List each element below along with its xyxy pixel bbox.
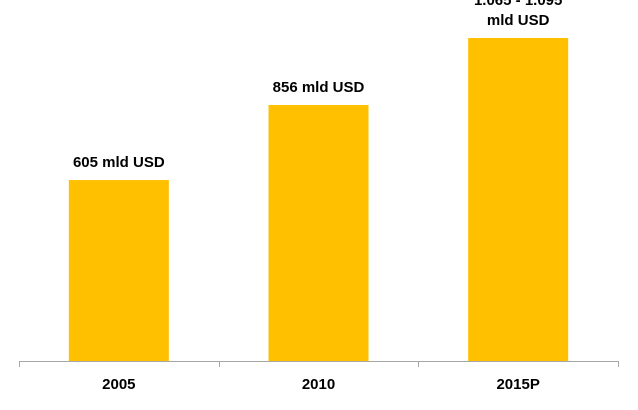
bar-2010 xyxy=(268,104,369,362)
x-axis: 2005 2010 2015P xyxy=(19,361,619,393)
bar-2005 xyxy=(68,180,169,361)
data-label-line: 856 mld USD xyxy=(273,79,365,96)
data-label-line: 1.065 - 1.095 xyxy=(474,0,562,9)
data-label-2010: 856 mld USD xyxy=(273,79,365,96)
x-tick-label-2010: 2010 xyxy=(302,376,335,393)
bar-2015p xyxy=(468,37,569,362)
data-label-2005: 605 mld USD xyxy=(73,154,165,171)
data-labels-layer: 605 mld USD 856 mld USD 1.065 - 1.095 mld U… xyxy=(73,0,562,171)
x-tick-label-2015p: 2015P xyxy=(496,376,539,393)
x-tick-label-2005: 2005 xyxy=(102,376,135,393)
bars-layer xyxy=(68,37,569,362)
data-label-2015p: 1.065 - 1.095 mld USD xyxy=(474,0,562,29)
data-label-line: 605 mld USD xyxy=(73,154,165,171)
data-label-line: mld USD xyxy=(487,12,550,29)
